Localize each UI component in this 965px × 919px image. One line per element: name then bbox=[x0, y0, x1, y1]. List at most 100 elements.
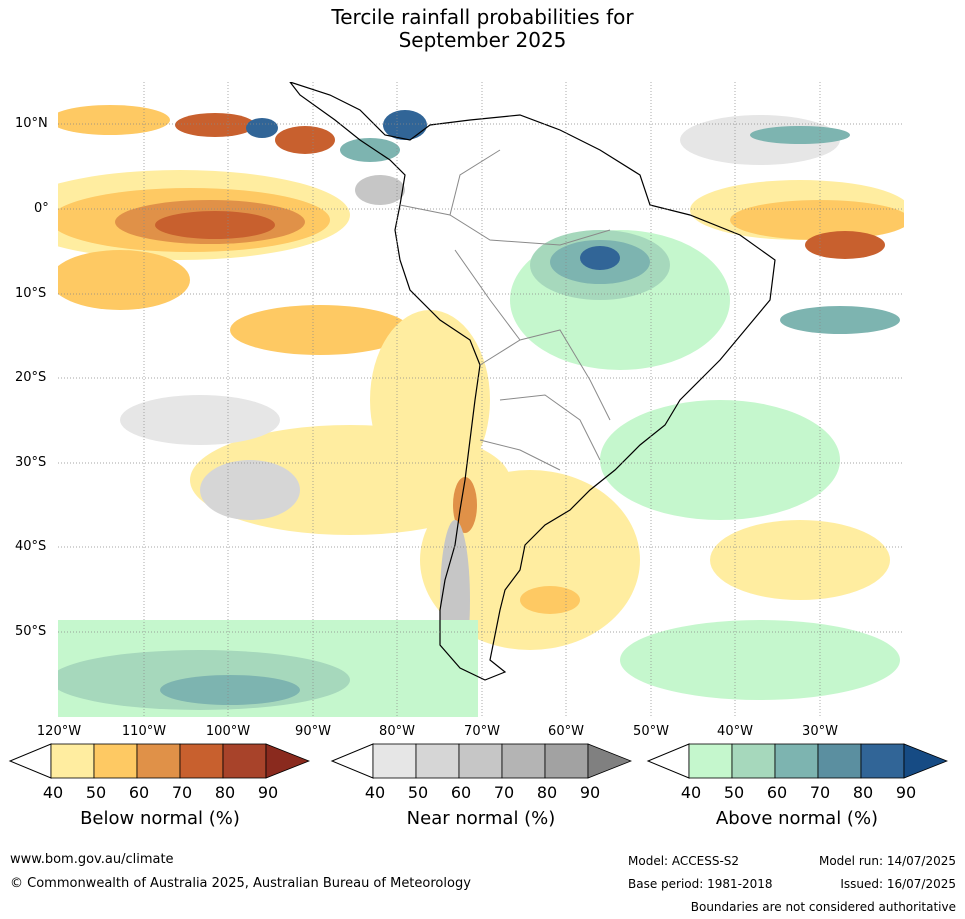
above-normal-region bbox=[580, 246, 620, 270]
colorbar-min-extension bbox=[646, 743, 690, 779]
colorbar-segment bbox=[136, 743, 181, 779]
above-normal-region bbox=[383, 110, 427, 140]
latitude-label: 0° bbox=[34, 201, 49, 216]
colorbar-segment bbox=[415, 743, 460, 779]
colorbar-tick-label: 40 bbox=[680, 783, 702, 802]
colorbar-near-normal bbox=[330, 743, 632, 779]
colorbar-segment bbox=[774, 743, 819, 779]
country-border bbox=[449, 149, 501, 216]
colorbar-tick-label: 50 bbox=[85, 783, 107, 802]
footer-disclaimer: Boundaries are not considered authoritat… bbox=[690, 900, 956, 914]
probability-field bbox=[58, 105, 904, 717]
colorbar-segment bbox=[731, 743, 776, 779]
latitude-label: 10°N bbox=[15, 116, 48, 131]
colorbar-tick-label: 80 bbox=[214, 783, 236, 802]
colorbar-segment bbox=[372, 743, 417, 779]
colorbar-segments bbox=[8, 743, 310, 779]
colorbar-tick-label: 80 bbox=[536, 783, 558, 802]
above-normal-region bbox=[600, 400, 840, 520]
below-normal-region bbox=[230, 305, 410, 355]
below-normal-region bbox=[155, 211, 275, 239]
colorbar-segments bbox=[646, 743, 948, 779]
colorbar-tick-label: 40 bbox=[42, 783, 64, 802]
colorbar-segment bbox=[179, 743, 224, 779]
colorbar-tick-label: 80 bbox=[852, 783, 874, 802]
below-normal-region bbox=[58, 105, 170, 135]
latitude-label: 40°S bbox=[15, 539, 47, 554]
map-title-line1: Tercile rainfall probabilities for bbox=[331, 5, 634, 29]
south-america-coastline bbox=[289, 82, 776, 681]
colorbar-title-near: Near normal (%) bbox=[406, 808, 556, 829]
latitude-label: 20°S bbox=[15, 370, 47, 385]
colorbar-min-extension bbox=[8, 743, 52, 779]
above-normal-region bbox=[750, 126, 850, 144]
longitude-label: 70°W bbox=[464, 724, 500, 739]
colorbar-segment bbox=[93, 743, 138, 779]
colorbar-segment bbox=[50, 743, 95, 779]
footer-base-period: Base period: 1981-2018 bbox=[628, 877, 773, 891]
below-normal-region bbox=[805, 231, 885, 259]
latitude-label: 30°S bbox=[15, 455, 47, 470]
colorbar-tick-label: 90 bbox=[257, 783, 279, 802]
footer-copyright: © Commonwealth of Australia 2025, Austra… bbox=[10, 876, 471, 891]
colorbar-min-extension bbox=[330, 743, 374, 779]
colorbar-segments bbox=[330, 743, 632, 779]
latitude-label: 50°S bbox=[15, 624, 47, 639]
colorbar-segment bbox=[458, 743, 503, 779]
country-border bbox=[399, 204, 611, 246]
colorbar-tick-label: 50 bbox=[407, 783, 429, 802]
colorbar-max-extension bbox=[587, 743, 632, 779]
colorbar-tick-label: 90 bbox=[895, 783, 917, 802]
latitude-label: 10°S bbox=[15, 286, 47, 301]
longitude-label: 30°W bbox=[802, 724, 838, 739]
above-normal-region bbox=[340, 138, 400, 162]
near-normal-region bbox=[200, 460, 300, 520]
footer-issued: Issued: 16/07/2025 bbox=[840, 877, 956, 891]
colorbar-tick-label: 60 bbox=[450, 783, 472, 802]
longitude-label: 80°W bbox=[379, 724, 415, 739]
above-normal-region bbox=[620, 620, 900, 700]
below-normal-region bbox=[175, 113, 255, 137]
colorbar-tick-label: 50 bbox=[723, 783, 745, 802]
country-borders bbox=[399, 149, 611, 471]
colorbar-segment bbox=[688, 743, 733, 779]
colorbar-segment bbox=[501, 743, 546, 779]
above-normal-region bbox=[160, 675, 300, 705]
colorbar-segment bbox=[544, 743, 589, 779]
above-normal-region bbox=[780, 306, 900, 334]
gridlines bbox=[58, 82, 904, 717]
longitude-label: 90°W bbox=[295, 724, 331, 739]
colorbar-below-normal bbox=[8, 743, 310, 779]
near-normal-region bbox=[120, 395, 280, 445]
longitude-label: 120°W bbox=[36, 724, 82, 739]
above-normal-region bbox=[246, 118, 278, 138]
footer-url[interactable]: www.bom.gov.au/climate bbox=[10, 852, 174, 867]
country-border bbox=[499, 394, 601, 461]
colorbar-segment bbox=[860, 743, 905, 779]
country-border bbox=[454, 249, 521, 341]
below-normal-region bbox=[710, 520, 890, 600]
below-normal-region bbox=[58, 250, 190, 310]
colorbar-tick-label: 70 bbox=[171, 783, 193, 802]
colorbar-tick-label: 40 bbox=[364, 783, 386, 802]
below-normal-region bbox=[520, 586, 580, 614]
colorbar-segment bbox=[817, 743, 862, 779]
colorbar-above-normal bbox=[646, 743, 948, 779]
below-normal-region bbox=[275, 126, 335, 154]
colorbar-tick-label: 60 bbox=[128, 783, 150, 802]
country-border bbox=[479, 329, 611, 421]
coastlines bbox=[289, 82, 776, 681]
below-normal-region bbox=[730, 200, 904, 240]
longitude-label: 40°W bbox=[717, 724, 753, 739]
colorbar-max-extension bbox=[903, 743, 948, 779]
map-title-line2: September 2025 bbox=[398, 28, 567, 52]
colorbar-tick-label: 70 bbox=[493, 783, 515, 802]
colorbar-tick-label: 70 bbox=[809, 783, 831, 802]
colorbar-title-below: Below normal (%) bbox=[80, 808, 240, 829]
footer-model-run: Model run: 14/07/2025 bbox=[818, 854, 956, 868]
colorbar-max-extension bbox=[265, 743, 310, 779]
longitude-label: 110°W bbox=[121, 724, 167, 739]
near-normal-region bbox=[355, 175, 405, 205]
longitude-label: 100°W bbox=[205, 724, 251, 739]
